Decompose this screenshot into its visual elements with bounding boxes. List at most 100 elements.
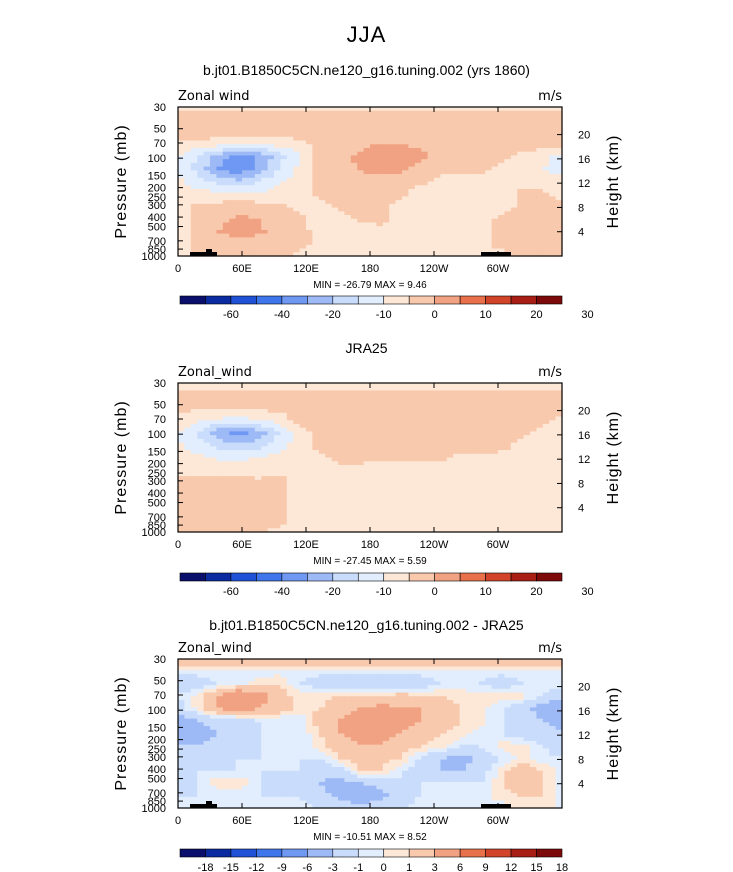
heatmap-cell bbox=[427, 435, 435, 440]
heatmap-cell bbox=[421, 453, 429, 459]
heatmap-cell bbox=[517, 147, 525, 153]
heatmap-cell bbox=[427, 390, 435, 395]
heatmap-cell bbox=[446, 218, 454, 224]
heatmap-cell bbox=[242, 207, 249, 212]
heatmap-cell bbox=[344, 196, 352, 201]
heatmap-cell bbox=[325, 494, 333, 500]
heatmap-cell bbox=[536, 509, 544, 514]
heatmap-cell bbox=[459, 494, 467, 500]
heatmap-cell bbox=[485, 147, 493, 153]
heatmap-cell bbox=[446, 472, 454, 477]
heatmap-cell bbox=[517, 107, 525, 112]
heatmap-cell bbox=[235, 252, 243, 257]
heatmap-cell bbox=[408, 479, 416, 485]
heatmap-cell bbox=[549, 159, 557, 164]
heatmap-cell bbox=[274, 494, 281, 500]
heatmap-cell bbox=[370, 162, 377, 168]
heatmap-cell bbox=[325, 427, 333, 433]
heatmap-cell bbox=[382, 450, 390, 455]
heatmap-cell bbox=[536, 196, 544, 201]
heatmap-cell bbox=[325, 140, 333, 145]
y-tick-label: 70 bbox=[154, 138, 166, 150]
heatmap-cell bbox=[197, 244, 205, 250]
heatmap-cell bbox=[466, 207, 473, 212]
heatmap-cell bbox=[472, 491, 480, 496]
heatmap-cell bbox=[235, 401, 243, 406]
heatmap-cell bbox=[331, 409, 339, 414]
heatmap-cell bbox=[498, 498, 505, 503]
heatmap-cell bbox=[229, 416, 237, 421]
heatmap-cell bbox=[485, 517, 493, 522]
heatmap-cell bbox=[376, 390, 384, 395]
heatmap-cell bbox=[408, 498, 416, 503]
heatmap-cell bbox=[408, 181, 416, 186]
heatmap-cell bbox=[331, 110, 339, 116]
heatmap-cell bbox=[242, 461, 249, 466]
heatmap-cell bbox=[203, 468, 211, 474]
heatmap-cell bbox=[517, 479, 525, 485]
heatmap-cell bbox=[402, 394, 409, 399]
heatmap-cell bbox=[350, 188, 358, 194]
heatmap-cell bbox=[389, 427, 397, 433]
heatmap-cell bbox=[293, 483, 301, 488]
heatmap-cell bbox=[408, 468, 416, 474]
heatmap-cell bbox=[402, 177, 409, 183]
heatmap-cell bbox=[485, 211, 493, 216]
heatmap-cell bbox=[408, 438, 416, 444]
heatmap-cell bbox=[549, 457, 557, 462]
heatmap-cell bbox=[350, 513, 358, 518]
heatmap-cell bbox=[286, 513, 294, 518]
heatmap-cell bbox=[293, 438, 301, 444]
heatmap-cell bbox=[229, 222, 237, 227]
heatmap-cell bbox=[216, 405, 224, 410]
heatmap-cell bbox=[286, 476, 294, 481]
heatmap-cell bbox=[210, 491, 217, 496]
heatmap-cell bbox=[510, 517, 518, 522]
heatmap-cell bbox=[222, 222, 230, 227]
heatmap-cell bbox=[222, 513, 230, 518]
heatmap-cell bbox=[306, 166, 313, 171]
heatmap-cell bbox=[498, 461, 505, 466]
heatmap-cell bbox=[414, 200, 422, 205]
heatmap-cell bbox=[523, 248, 531, 253]
heatmap-cell bbox=[510, 528, 518, 533]
heatmap-cell bbox=[376, 188, 384, 194]
heatmap-cell bbox=[190, 659, 198, 664]
heatmap-cell bbox=[229, 177, 237, 183]
heatmap-cell bbox=[542, 159, 550, 164]
heatmap-cell bbox=[235, 229, 243, 235]
colorbar-swatch bbox=[307, 295, 334, 305]
heatmap-cell bbox=[184, 237, 192, 242]
heatmap-cell bbox=[478, 118, 486, 123]
heatmap-cell bbox=[286, 147, 294, 153]
heatmap-cell bbox=[491, 211, 499, 216]
heatmap-cell bbox=[491, 457, 499, 462]
heatmap-cell bbox=[485, 438, 493, 444]
heatmap-cell bbox=[408, 196, 416, 201]
heatmap-cell bbox=[254, 222, 262, 227]
heatmap-cell bbox=[203, 159, 211, 164]
heatmap-cell bbox=[357, 162, 365, 168]
heatmap-cell bbox=[523, 226, 531, 231]
heatmap-cell bbox=[555, 409, 563, 414]
heatmap-cell bbox=[414, 446, 422, 451]
heatmap-cell bbox=[350, 483, 358, 488]
heatmap-cell bbox=[536, 155, 544, 160]
heatmap-cell bbox=[299, 446, 307, 451]
heatmap-cell bbox=[190, 409, 198, 414]
heatmap-cell bbox=[286, 151, 294, 157]
heatmap-cell bbox=[446, 513, 454, 518]
heatmap-cell bbox=[466, 442, 473, 447]
heatmap-cell bbox=[357, 107, 365, 112]
heatmap-cell bbox=[299, 386, 307, 392]
heatmap-cell bbox=[382, 144, 390, 149]
heatmap-cell bbox=[453, 386, 461, 392]
heatmap-cell bbox=[184, 457, 192, 462]
heatmap-cell bbox=[427, 177, 435, 183]
heatmap-cell bbox=[363, 159, 371, 164]
heatmap-cell bbox=[357, 226, 365, 231]
heatmap-cell bbox=[293, 412, 301, 418]
heatmap-cell bbox=[530, 177, 537, 183]
heatmap-cell bbox=[184, 211, 192, 216]
heatmap-cell bbox=[344, 461, 352, 466]
